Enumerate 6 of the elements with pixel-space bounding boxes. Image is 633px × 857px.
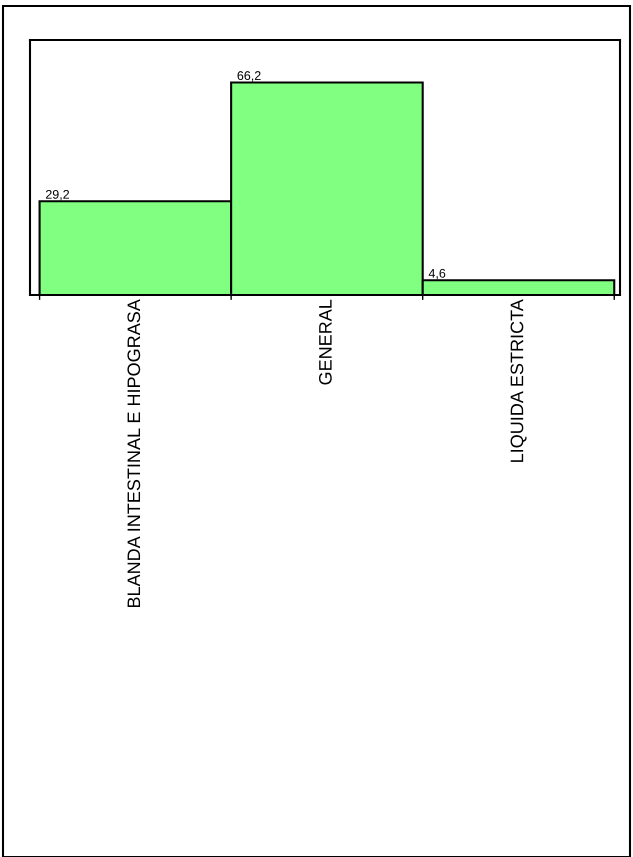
x-tick-label: GENERAL [318, 300, 332, 385]
x-tick-label: BLANDA INTESTINAL E HIPOGRASA [127, 299, 140, 608]
data-label: 4,6 [428, 268, 446, 280]
data-label: 29,2 [46, 190, 70, 200]
x-tick-label: LIQUIDA ESTRICTA [510, 299, 527, 462]
data-label: 66,2 [238, 71, 261, 82]
